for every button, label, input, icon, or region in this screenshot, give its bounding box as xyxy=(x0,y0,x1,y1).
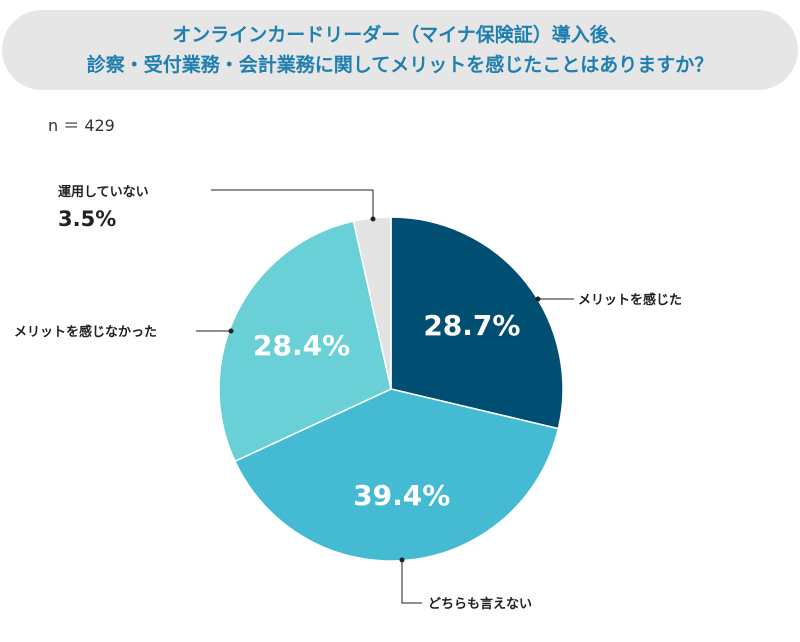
pie-slices xyxy=(218,216,564,562)
slice-value-label-neither: 39.4% xyxy=(353,479,450,512)
leader-dot-no-merit xyxy=(228,328,234,334)
leader-dot-merit xyxy=(535,296,541,302)
slice-value-label-merit: 28.7% xyxy=(423,309,520,342)
slice-value-label-no-merit: 28.4% xyxy=(253,329,350,362)
pie-value-labels: 28.7% 39.4% 28.4% xyxy=(253,309,520,512)
leader-line-not-operating xyxy=(211,189,374,219)
pie-slice-neither xyxy=(233,388,560,562)
slice-label-neither: どちらも言えない xyxy=(428,596,532,612)
slice-label-merit: メリットを感じた xyxy=(578,292,682,308)
sample-size: n ＝ 429 xyxy=(48,116,115,135)
pie-callouts: メリットを感じた どちらも言えない メリットを感じなかった 運用していない 3.… xyxy=(14,185,682,612)
leader-dot-neither xyxy=(399,557,405,563)
leader-dot-not-operating xyxy=(370,216,376,222)
slice-label-not-operating: 運用していない xyxy=(58,185,149,200)
chart-title-line-1: オンラインカードリーダー（マイナ保険証）導入後、 xyxy=(172,24,628,46)
slice-label-no-merit: メリットを感じなかった xyxy=(14,324,157,340)
pie-slice-merit xyxy=(390,216,564,430)
pie-slice-no-merit xyxy=(218,220,392,463)
slice-value-label-not-operating: 3.5% xyxy=(58,207,116,231)
title-banner: オンラインカードリーダー（マイナ保険証）導入後、 診察・受付業務・会計業務に関し… xyxy=(2,10,798,90)
chart-title-line-2: 診察・受付業務・会計業務に関してメリットを感じたことはありますか？ xyxy=(86,54,714,76)
leader-line-neither xyxy=(401,560,422,604)
